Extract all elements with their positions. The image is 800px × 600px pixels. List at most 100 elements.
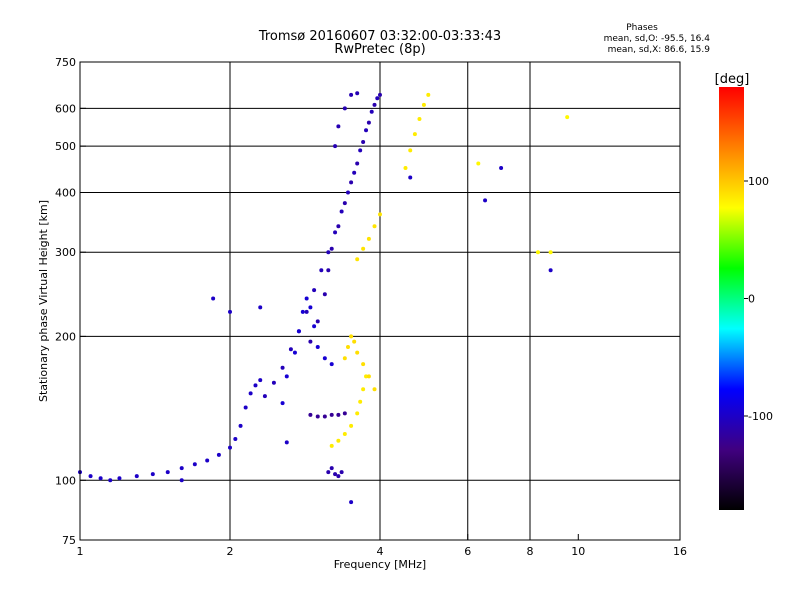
data-point [248, 391, 253, 396]
x-axis-label: Frequency [MHz] [334, 558, 426, 571]
data-point [403, 166, 408, 171]
data-point [233, 436, 238, 441]
data-point [565, 115, 570, 120]
data-point [179, 466, 184, 471]
grid-lines [80, 62, 680, 540]
data-point [322, 414, 327, 419]
data-point [378, 212, 382, 217]
data-point [211, 296, 216, 301]
colorbar-tick-label: 100 [748, 175, 769, 188]
data-point [349, 334, 354, 339]
data-point [326, 470, 331, 475]
data-point [228, 309, 232, 314]
stats-o-mode: mean, sd,O: -95.5, 16.4 [604, 34, 711, 44]
data-point [358, 148, 363, 153]
data-point [333, 472, 338, 477]
data-point [339, 470, 344, 475]
data-point [361, 140, 366, 145]
data-point [421, 102, 426, 107]
colorbar-ticks: 100 0 -100 [744, 175, 773, 423]
data-point [312, 324, 317, 329]
data-point [355, 257, 360, 262]
data-point [292, 350, 297, 355]
data-point [355, 161, 360, 166]
data-point [192, 462, 197, 467]
data-point [408, 175, 413, 180]
data-point [417, 116, 422, 121]
data-point [366, 374, 371, 379]
data-point [304, 296, 309, 301]
data-point [355, 91, 360, 96]
data-point [333, 144, 338, 149]
data-point [284, 440, 289, 445]
data-point [345, 345, 350, 350]
data-point [117, 476, 122, 481]
y-tick-label: 750 [55, 56, 76, 69]
data-point [271, 380, 276, 385]
data-point [364, 374, 369, 379]
x-tick-label: 8 [527, 545, 534, 558]
data-points [78, 91, 570, 505]
data-point [355, 411, 360, 416]
data-point [243, 405, 248, 410]
data-point [308, 412, 313, 417]
colorbar [719, 87, 744, 510]
stats-heading: Phases [626, 23, 658, 33]
data-point [408, 148, 413, 153]
x-tick-label: 4 [377, 545, 384, 558]
data-point [304, 309, 309, 314]
data-point [336, 438, 341, 443]
data-point [322, 292, 327, 297]
data-point [476, 161, 481, 166]
data-point [165, 470, 170, 475]
data-point [308, 339, 313, 344]
data-point [315, 345, 320, 350]
data-point [326, 268, 331, 273]
data-point [333, 230, 338, 235]
data-point [499, 166, 504, 171]
data-point [369, 109, 374, 114]
x-tick-label: 10 [571, 545, 585, 558]
y-axis-label: Stationary phase Virtual Height [km] [37, 200, 50, 402]
data-point [339, 209, 344, 214]
data-point [253, 383, 258, 388]
y-tick-label: 600 [55, 102, 76, 115]
y-tick-label: 75 [62, 534, 76, 547]
colorbar-tick-label: 0 [748, 293, 755, 306]
data-point [349, 92, 354, 97]
data-point [483, 198, 488, 203]
data-point [280, 401, 285, 406]
data-point [372, 102, 377, 107]
y-axis: 75 100 200 300 400 500 600 750 [55, 56, 86, 547]
data-point [258, 305, 263, 310]
data-point [150, 472, 155, 477]
data-point [372, 224, 377, 229]
data-point [535, 250, 540, 255]
data-point [336, 412, 341, 417]
data-point [342, 411, 347, 416]
data-point [238, 423, 243, 428]
data-point [296, 329, 301, 334]
y-tick-label: 200 [55, 330, 76, 343]
data-point [98, 476, 103, 481]
data-point [336, 224, 341, 229]
data-point [345, 190, 350, 195]
data-point [361, 387, 366, 392]
data-point [329, 246, 334, 251]
colorbar-label: [deg] [715, 72, 750, 87]
y-tick-label: 300 [55, 246, 76, 259]
data-point [326, 250, 331, 255]
data-point [352, 339, 357, 344]
data-point [372, 387, 377, 392]
data-point [329, 443, 334, 448]
data-point [329, 412, 334, 417]
x-tick-label: 2 [227, 545, 234, 558]
data-point [375, 96, 380, 101]
data-point [300, 309, 305, 314]
data-point [548, 268, 553, 273]
data-point [315, 319, 320, 324]
data-point [88, 474, 93, 479]
data-point [322, 356, 327, 361]
data-point [342, 356, 347, 361]
